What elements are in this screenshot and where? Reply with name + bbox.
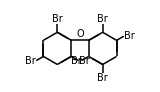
Text: Br: Br: [97, 14, 108, 24]
Text: O: O: [76, 29, 84, 39]
Text: Br: Br: [79, 56, 89, 66]
Text: Br: Br: [71, 56, 81, 66]
Text: Br: Br: [25, 56, 36, 66]
Text: Br: Br: [124, 31, 135, 41]
Text: Br: Br: [52, 14, 63, 24]
Text: Br: Br: [97, 73, 108, 83]
